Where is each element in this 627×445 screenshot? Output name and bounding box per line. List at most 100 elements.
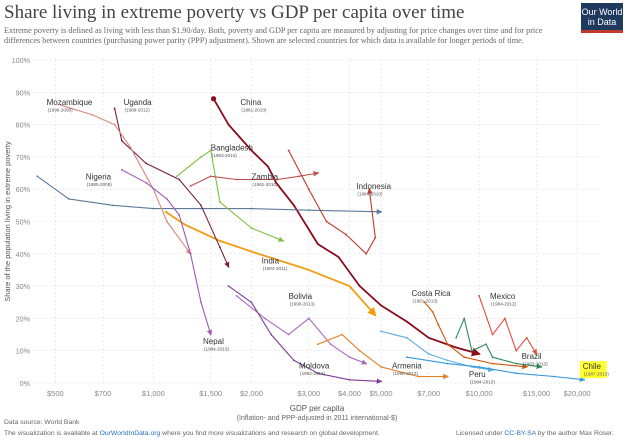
data-point [525,336,528,339]
data-point [553,375,556,378]
data-point [380,365,382,368]
data-point [348,378,351,381]
data-point [463,356,466,359]
series-china[interactable]: China(1981-2010) [210,96,481,357]
data-point [446,362,449,365]
y-tick-label: 80% [16,121,31,130]
data-point [515,362,518,365]
series-armenia[interactable]: Armenia(1996-2013) [317,333,449,380]
owid-logo[interactable]: Our World in Data [581,3,623,33]
x-tick-label: $700 [95,389,112,398]
series-nepal[interactable]: Nepal(1984-2010) [120,168,230,352]
data-point [405,356,408,359]
series-uganda[interactable]: Uganda(1989-2012) [113,98,230,268]
data-point [235,178,238,181]
data-point [184,223,186,226]
series-moldova[interactable]: Moldova(1992-2013) [227,285,383,384]
series-mozambique[interactable]: Mozambique(1996-2008) [47,98,192,255]
series-years-armenia: (1996-2013) [393,371,418,376]
data-point [165,220,168,223]
data-point [348,285,351,287]
logo-line-2: in Data [587,17,617,27]
data-point [348,356,351,359]
data-point [540,365,543,368]
series-label-uganda: Uganda [124,98,153,107]
data-point [317,372,319,375]
series-years-india: (1983-2011) [263,266,288,271]
series-label-moldova: Moldova [299,361,330,370]
data-point [463,317,466,320]
series-label-costa-rica: Costa Rica [412,289,452,298]
data-point [209,149,212,152]
y-axis-label: Share of the population living in extrem… [3,141,12,302]
data-point [36,175,39,178]
data-point [345,233,347,236]
series-nigeria[interactable]: Nigeria(1985-2009) [36,173,383,215]
series-india[interactable]: India(1983-2011) [164,210,377,317]
data-point [129,146,132,149]
footer-visualization: The visualization is available at OurWor… [4,430,380,437]
data-point [67,197,70,200]
data-point [437,323,440,326]
data-point [365,252,368,255]
label-highlight [579,361,607,379]
series-brazil[interactable]: Brazil(1983-2013) [455,317,548,370]
series-line-nigeria [36,175,383,215]
y-tick-label: 40% [16,250,31,259]
series-label-nepal: Nepal [203,337,224,346]
series-peru[interactable]: Peru(1984-2013) [380,330,495,385]
data-point [235,294,238,297]
series-years-uganda: (1989-2012) [125,108,150,113]
license-link[interactable]: CC-BY-SA [504,430,536,437]
series-years-zambia: (1991-2010) [252,182,277,187]
y-tick-label: 70% [16,153,31,162]
data-point [446,359,449,362]
data-point [380,210,382,213]
data-point [120,168,123,171]
data-point [317,172,319,174]
data-point [405,336,408,339]
x-tick-label: $4,000 [338,389,361,398]
series-line-chile [406,356,586,383]
owid-link[interactable]: OurWorldInData.org [99,430,161,437]
data-point [478,353,481,355]
data-point [337,256,340,258]
series-zambia[interactable]: Zambia(1991-2010) [189,171,319,187]
series-indonesia[interactable]: Indonesia(1984-2010) [287,149,392,255]
series-years-bolivia: (1990-2013) [290,302,315,307]
data-point [491,333,494,336]
data-point [267,165,270,168]
series-line-bangladesh [176,149,285,242]
data-point [264,317,266,320]
y-tick-label: 20% [16,314,31,323]
y-tick-label: 90% [16,88,31,97]
data-point [200,156,202,158]
data-point [178,214,181,216]
series-years-indonesia: (1984-2010) [357,192,382,197]
data-point [317,343,319,346]
series-line-mozambique [60,104,192,255]
series-costa-rica[interactable]: Costa Rica(1981-2013) [412,289,528,370]
series-line-mexico [478,295,538,355]
data-point [293,359,295,362]
series-years-nigeria: (1985-2009) [87,182,112,187]
data-point [189,185,192,187]
data-point [227,285,230,287]
data-point [307,317,310,320]
data-point [287,333,290,336]
x-axis-label: GDP per capita [290,404,345,413]
series-years-peru: (1984-2013) [470,380,495,385]
data-point [317,243,319,246]
data-point [535,353,538,355]
y-tick-label: 100% [12,56,31,65]
series-chile[interactable]: Chile(1987-2013) [405,356,609,383]
footer-vis-prefix: The visualization is available at [4,430,100,437]
series-mexico[interactable]: Mexico(1984-2012) [478,292,538,355]
data-point [113,123,116,126]
series-bangladesh[interactable]: Bangladesh(1983-2010) [175,143,285,242]
start-marker [210,96,217,102]
series-bolivia[interactable]: Bolivia(1990-2013) [235,292,368,365]
data-point [111,204,114,207]
data-point [275,181,277,184]
